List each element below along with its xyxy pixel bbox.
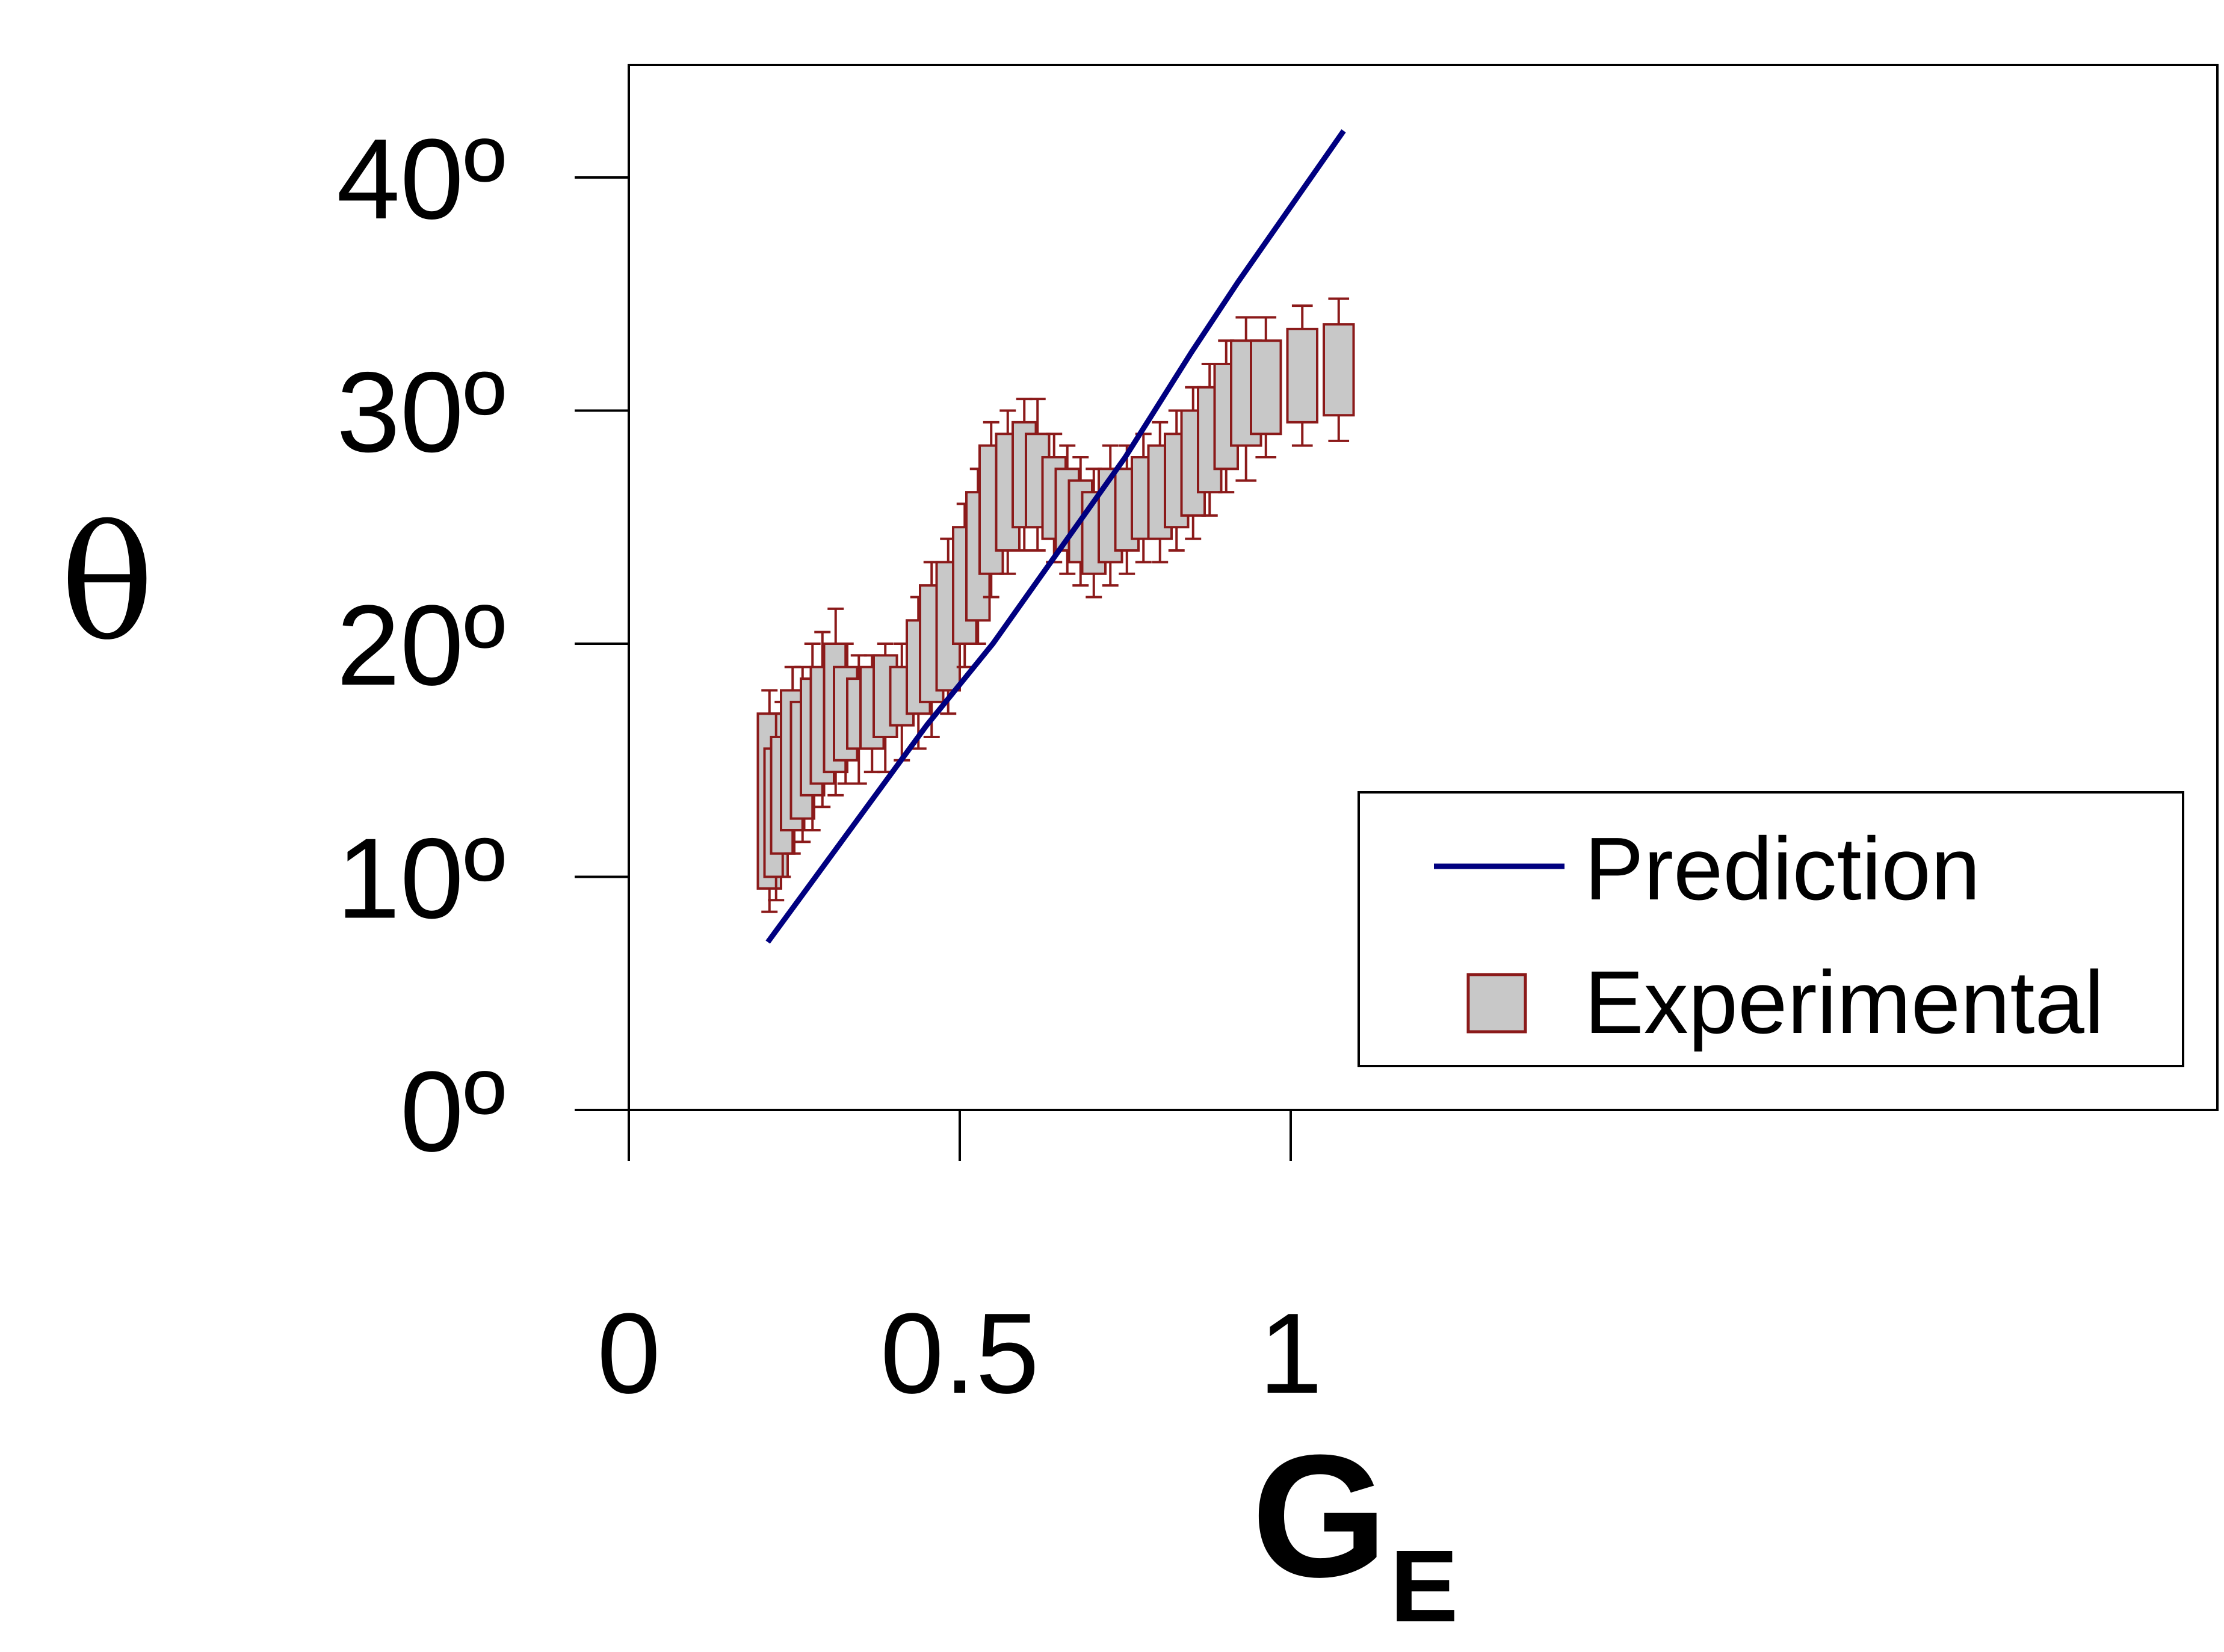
experimental-boxes [756, 297, 1355, 913]
y-tick-label-1: 10º [336, 815, 505, 943]
legend-prediction-label: Prediction [1584, 819, 1980, 919]
box-body [1250, 339, 1282, 436]
experimental-box-35 [1250, 316, 1282, 458]
x-tick-label-1: 0.5 [880, 1290, 1039, 1417]
axes: 0º 10º 20º 30º 40º 0 0.5 1 [336, 116, 1323, 1417]
legend-experimental-label: Experimental [1584, 953, 2104, 1052]
y-tick-label-2: 20º [336, 582, 505, 709]
x-tick-label-0: 0 [597, 1290, 661, 1417]
y-tick-label-0: 0º [400, 1048, 505, 1176]
prediction-layer [765, 129, 1346, 944]
y-axis-label: θ [60, 493, 155, 675]
y-tick-label-3: 30º [336, 349, 505, 476]
legend: Prediction Experimental [1358, 791, 2184, 1067]
x-axis-label-subscript: E [1390, 1529, 1458, 1644]
legend-experimental-swatch [1466, 973, 1527, 1034]
plot-frame [628, 64, 2219, 1111]
x-tick-label-2: 1 [1259, 1290, 1323, 1417]
box-body [1286, 327, 1318, 424]
box-body [1323, 323, 1355, 417]
x-axis-label: G [1252, 1419, 1388, 1613]
y-tick-label-4: 40º [336, 116, 505, 243]
experimental-box-36 [1286, 304, 1318, 447]
prediction-line [765, 129, 1346, 944]
experimental-box-37 [1323, 297, 1355, 442]
